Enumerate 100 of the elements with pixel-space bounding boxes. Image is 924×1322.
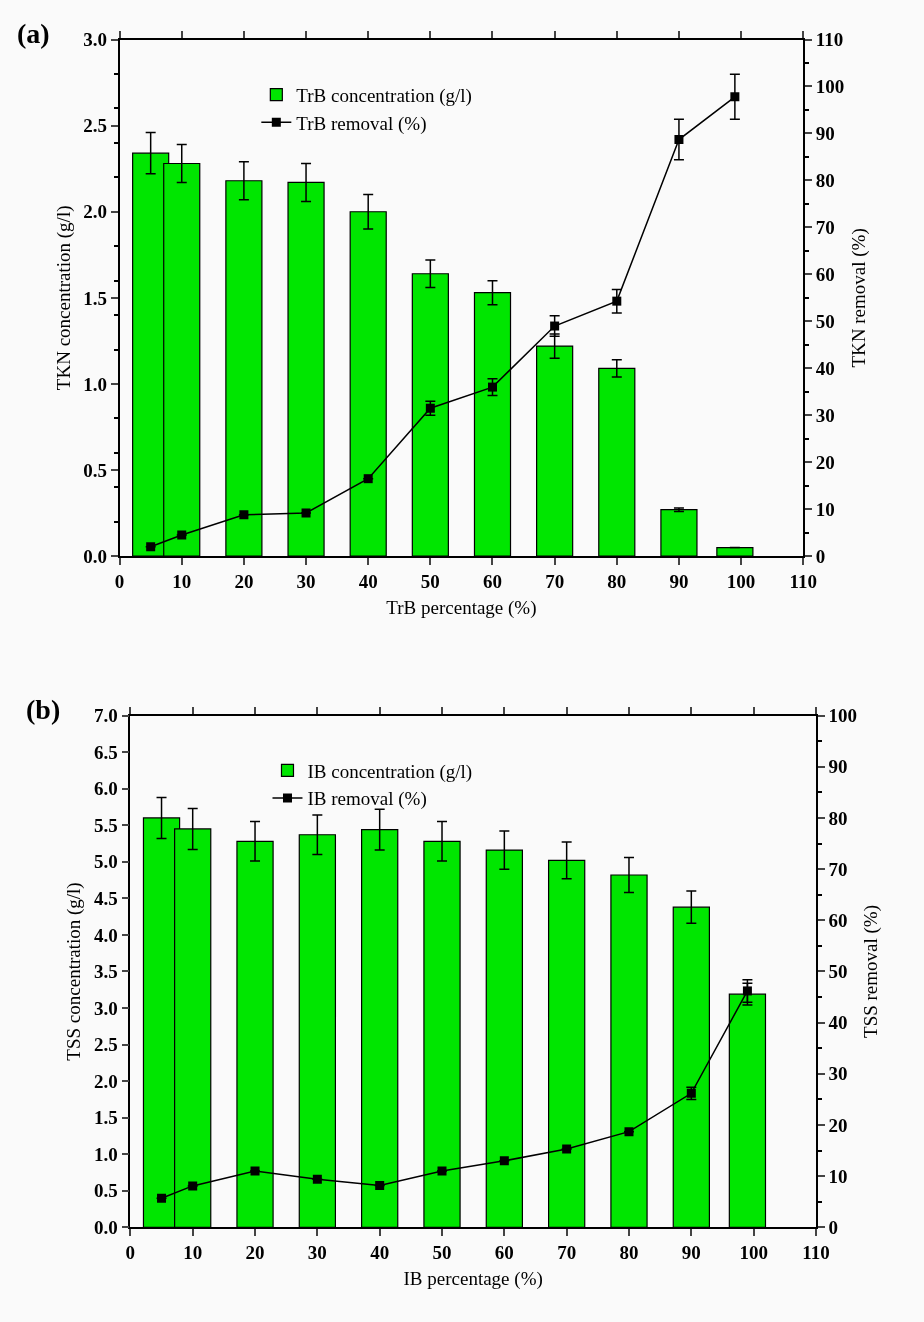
x-tick-label: 50 [432, 1241, 452, 1263]
y-tick-label: 7.0 [94, 705, 118, 727]
y-tick-label: 5.0 [94, 851, 118, 873]
y-tick-label: 3.5 [94, 961, 118, 983]
y2-axis-title: TKN removal (%) [847, 228, 870, 368]
legend-label: IB removal (%) [307, 788, 427, 811]
point [612, 296, 622, 306]
chart-title: (a) [17, 18, 50, 49]
x-tick-label: 80 [619, 1241, 639, 1263]
y2-tick-label: 100 [815, 76, 845, 98]
point [177, 530, 187, 540]
y2-tick-label: 60 [815, 264, 835, 286]
x-tick-label: 20 [245, 1241, 265, 1263]
y-tick-label: 0.5 [83, 459, 108, 481]
y2-tick-label: 40 [828, 1012, 848, 1034]
x-tick-label: 60 [494, 1241, 514, 1263]
y2-tick-label: 30 [828, 1063, 848, 1085]
y-tick-label: 5.5 [94, 814, 118, 836]
x-tick-label: 70 [545, 570, 565, 592]
y-tick-label: 3.0 [94, 997, 118, 1019]
point [550, 321, 560, 331]
point [562, 1144, 572, 1154]
y2-tick-label: 100 [828, 705, 858, 727]
point [499, 1156, 509, 1166]
y2-axis-title: TSS removal (%) [860, 904, 883, 1038]
y2-tick-label: 50 [828, 961, 848, 983]
point [250, 1166, 260, 1176]
y-tick-label: 4.0 [94, 924, 118, 946]
y-tick-label: 0.0 [83, 545, 108, 567]
x-tick-label: 70 [557, 1241, 577, 1263]
x-tick-label: 40 [358, 570, 378, 592]
y2-tick-label: 20 [815, 451, 835, 473]
y2-tick-label: 0 [815, 545, 826, 567]
y2-tick-label: 70 [828, 858, 848, 880]
point [624, 1127, 634, 1137]
y-tick-label: 2.0 [83, 201, 108, 223]
y-tick-label: 2.5 [83, 115, 108, 137]
y-axis-title: TSS concentration (g/l) [63, 882, 86, 1061]
x-axis-title: IB percentage (%) [403, 1268, 543, 1291]
point [301, 508, 311, 518]
point [188, 1181, 198, 1191]
y2-tick-label: 20 [828, 1114, 848, 1136]
point [312, 1174, 322, 1184]
point [363, 474, 373, 484]
y2-tick-label: 40 [815, 357, 835, 379]
point [437, 1166, 447, 1176]
point [375, 1180, 385, 1190]
legend-label: TrB removal (%) [296, 112, 427, 135]
y2-tick-label: 30 [815, 404, 835, 426]
point [487, 382, 497, 392]
y2-tick-label: 70 [815, 217, 835, 239]
y-tick-label: 3.0 [83, 29, 108, 51]
x-tick-label: 50 [420, 570, 440, 592]
x-axis-title: TrB percentage (%) [386, 597, 537, 620]
legend-label: IB concentration (g/l) [307, 760, 473, 783]
chart-title: (b) [26, 694, 61, 725]
y2-tick-label: 10 [815, 498, 835, 520]
point [674, 135, 684, 145]
x-tick-label: 10 [172, 570, 192, 592]
y2-tick-label: 110 [815, 29, 844, 51]
x-tick-label: 30 [307, 1241, 327, 1263]
point [157, 1193, 167, 1203]
y-tick-label: 2.0 [94, 1070, 118, 1092]
point [730, 92, 740, 102]
x-tick-label: 110 [802, 1241, 830, 1263]
y-tick-label: 1.0 [83, 373, 108, 395]
y-axis-title: TKN concentration (g/l) [52, 205, 75, 391]
y2-tick-label: 0 [828, 1217, 839, 1238]
y-tick-label: 0.5 [94, 1180, 118, 1202]
y-tick-label: 1.5 [94, 1107, 118, 1129]
point [742, 986, 752, 996]
y-tick-label: 0.0 [94, 1217, 118, 1238]
point [239, 510, 249, 520]
y2-tick-label: 80 [815, 170, 835, 192]
y2-tick-label: 60 [828, 909, 848, 931]
legend-label: TrB concentration (g/l) [296, 84, 472, 107]
x-tick-label: 80 [607, 570, 627, 592]
y2-tick-label: 10 [828, 1165, 848, 1187]
x-tick-label: 40 [370, 1241, 390, 1263]
x-tick-label: 30 [296, 570, 316, 592]
x-tick-label: 0 [125, 1241, 136, 1263]
y-tick-label: 2.5 [94, 1034, 118, 1056]
x-tick-label: 10 [183, 1241, 203, 1263]
x-tick-label: 90 [681, 1241, 701, 1263]
y2-tick-label: 50 [815, 310, 835, 332]
x-tick-label: 110 [789, 570, 817, 592]
x-tick-label: 100 [726, 570, 756, 592]
x-tick-label: 0 [114, 570, 125, 592]
y-tick-label: 1.0 [94, 1143, 118, 1165]
x-tick-label: 60 [482, 570, 502, 592]
y2-tick-label: 90 [828, 756, 848, 778]
y-tick-label: 6.0 [94, 778, 118, 800]
y2-tick-label: 80 [828, 807, 848, 829]
y-tick-label: 4.5 [94, 888, 118, 910]
y-tick-label: 1.5 [83, 287, 108, 309]
y2-tick-label: 90 [815, 123, 835, 145]
x-tick-label: 90 [669, 570, 689, 592]
x-tick-label: 100 [739, 1241, 768, 1263]
x-tick-label: 20 [234, 570, 254, 592]
point [146, 542, 156, 552]
